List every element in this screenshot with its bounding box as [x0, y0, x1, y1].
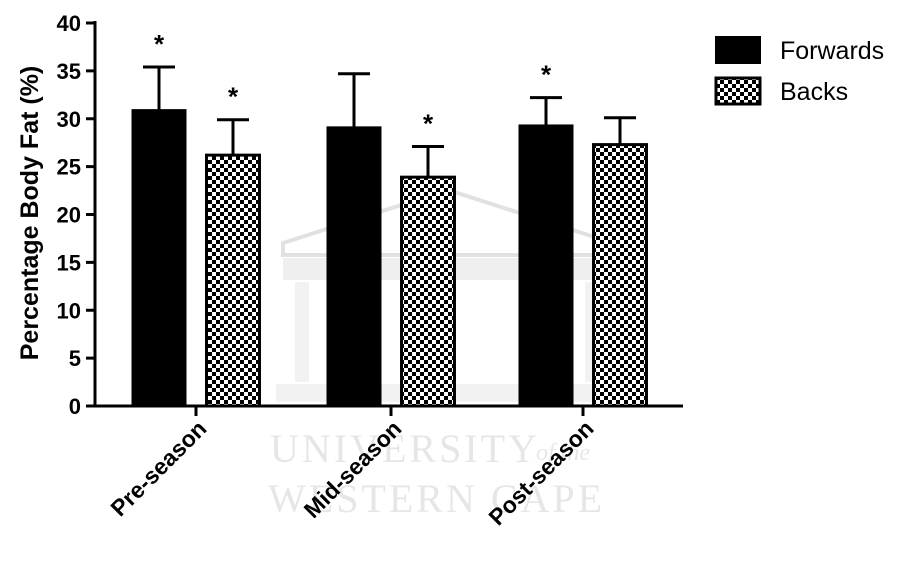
y-tick-label: 30 — [57, 107, 81, 132]
significance-marker: * — [423, 109, 434, 139]
bar-forwards-post-season — [518, 124, 574, 407]
x-tick-label-pre-season: Pre-season — [105, 415, 211, 521]
significance-marker: * — [228, 82, 239, 112]
y-axis-title: Percentage Body Fat (%) — [16, 66, 44, 361]
legend: Forwards Backs — [714, 36, 884, 106]
bar-forwards-mid-season — [326, 126, 382, 408]
bar-backs-mid-season — [400, 175, 456, 408]
y-tick-label: 10 — [57, 298, 81, 323]
bar-forwards-pre-season — [131, 109, 187, 407]
significance-marker: * — [154, 29, 165, 59]
legend-swatch-backs — [714, 76, 762, 106]
watermark-line-1-italic: of the — [536, 440, 590, 466]
y-tick-label: 20 — [57, 203, 81, 228]
legend-label-backs: Backs — [780, 78, 848, 106]
y-tick-label: 0 — [69, 394, 81, 419]
bar-backs-post-season — [592, 143, 648, 408]
legend-label-forwards: Forwards — [780, 37, 884, 65]
watermark-line-2: WESTERN CAPE — [268, 476, 605, 521]
y-tick-label: 25 — [57, 155, 81, 180]
y-tick-label: 35 — [57, 59, 81, 84]
y-tick-label: 15 — [57, 250, 81, 275]
bar-backs-pre-season — [205, 153, 261, 408]
y-tick-label: 40 — [57, 11, 81, 36]
y-tick-label: 5 — [69, 346, 81, 371]
legend-swatch-forwards — [715, 36, 761, 64]
watermark-line-1: UNIVERSITY — [270, 426, 540, 471]
significance-marker: * — [541, 60, 552, 90]
